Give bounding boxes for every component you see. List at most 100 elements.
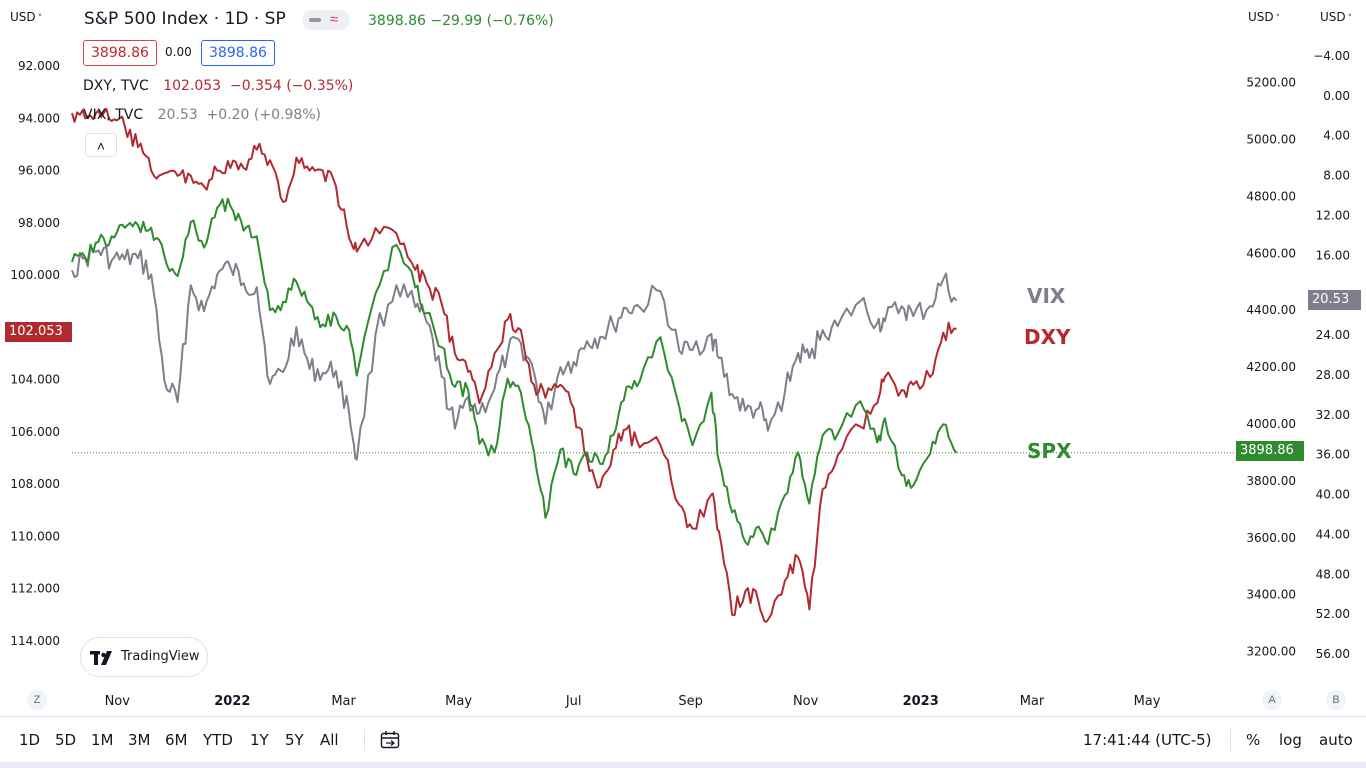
legend-dxy[interactable]: DXY, TVC 102.053 −0.354 (−0.35%) [83,78,353,94]
spx-tick-label: 4400.00 [1246,303,1296,317]
currency-selector-left[interactable]: USD ˅ [10,10,42,24]
scale-b-button[interactable]: B [1326,690,1346,710]
spx-tick-label: 3400.00 [1246,588,1296,602]
time-tick-label: Jul [565,694,582,709]
vix-tick-label: 52.00 [1316,607,1350,621]
series-line-dxy [71,107,957,623]
time-tick-label: Mar [331,694,356,709]
legend-dxy-name: DXY, TVC [83,78,149,94]
dxy-tick-label: 110.000 [10,529,60,543]
time-tick-label: Sep [678,694,703,709]
series-layer [71,107,1236,623]
market-status-pill[interactable]: ≈ [302,10,350,30]
percent-toggle[interactable]: % [1246,731,1261,749]
toolbar-divider [364,729,365,751]
date-range-icon[interactable] [380,730,402,750]
range-all[interactable]: All [320,731,339,749]
toolbar-divider [1230,729,1231,751]
spx-tick-label: 4600.00 [1246,246,1296,260]
last-price: 3898.86 [368,13,426,29]
vix-tick-label: 4.00 [1323,129,1350,143]
vix-tick-label: 12.00 [1316,208,1350,222]
series-end-label-vix: VIX [1027,284,1066,308]
time-tick-label: 2022 [214,694,250,709]
header-price-change: 3898.86 −29.99 (−0.76%) [368,13,554,29]
legend-vix-name: VIX, TVC [83,107,144,123]
dxy-tick-label: 104.000 [10,373,60,387]
range-1y[interactable]: 1Y [250,731,269,749]
vix-tick-label: 24.00 [1316,328,1350,342]
range-5y[interactable]: 5Y [285,731,304,749]
dxy-price-tag: 102.053 [5,322,72,342]
legend-dxy-values: 102.053 −0.354 (−0.35%) [163,78,354,94]
vix-tick-label: 36.00 [1316,448,1350,462]
dxy-axis: 92.00094.00096.00098.000100.000102.00010… [10,59,60,648]
spx-tick-label: 5200.00 [1246,76,1296,90]
vix-tick-label: 32.00 [1316,408,1350,422]
collapse-legend-button[interactable]: ˄ [85,133,117,157]
vix-tick-label: 0.00 [1323,89,1350,103]
dxy-tick-label: 92.000 [18,59,60,73]
log-toggle[interactable]: log [1279,731,1302,749]
scale-a-button[interactable]: A [1262,690,1282,710]
chevron-up-icon: ˄ [96,138,106,154]
time-axis: Nov 2022 Mar May Jul Sep Nov 2023 Mar May [105,694,1161,709]
spx-tick-label: 3600.00 [1246,531,1296,545]
spx-tick-label: 4200.00 [1246,360,1296,374]
dxy-tick-label: 98.000 [18,216,60,230]
range-6m[interactable]: 6M [165,731,188,749]
vix-tick-label: 48.00 [1316,567,1350,581]
bottom-toolbar: 1D 5D 1M 3M 6M YTD 1Y 5Y All 17:41:44 (U… [0,716,1366,763]
time-tick-label: May [1134,694,1161,709]
spread-value: 0.00 [165,45,192,59]
buy-price-box[interactable]: 3898.86 [201,40,275,66]
dxy-tick-label: 96.000 [18,164,60,178]
sell-price-box[interactable]: 3898.86 [83,40,157,66]
time-tick-label: May [445,694,472,709]
spx-tick-label: 3200.00 [1246,645,1296,659]
series-line-spx [71,197,958,546]
dash-icon [309,18,321,22]
spx-tick-label: 4000.00 [1246,417,1296,431]
tradingview-logo-icon [90,651,112,665]
watermark-text: TradingView [121,649,200,664]
legend-vix-values: 20.53 +0.20 (+0.98%) [157,107,322,123]
tradingview-watermark[interactable]: TradingView [80,637,208,677]
vix-price-tag: 20.53 [1308,290,1361,310]
currency-selector-vix[interactable]: USD ˅ [1320,10,1352,24]
vix-axis: −4.000.004.008.0012.0016.0020.0024.0028.… [1313,49,1350,661]
vix-tick-label: 28.00 [1316,368,1350,382]
vix-tick-label: 8.00 [1323,169,1350,183]
range-ytd[interactable]: YTD [203,731,233,749]
chevron-down-icon: ˅ [37,14,43,24]
range-1m[interactable]: 1M [91,731,114,749]
dxy-tick-label: 112.000 [10,582,60,596]
vix-tick-label: 56.00 [1316,647,1350,661]
spx-tick-label: 5000.00 [1246,133,1296,147]
wave-icon: ≈ [330,11,339,28]
range-3m[interactable]: 3M [128,731,151,749]
spx-price-tag: 3898.86 [1236,441,1304,461]
dxy-tick-label: 106.000 [10,425,60,439]
zoom-reset-button[interactable]: Z [27,690,47,710]
currency-label: USD [1248,10,1274,24]
auto-toggle[interactable]: auto [1319,731,1353,749]
series-line-vix [71,245,958,461]
range-5d[interactable]: 5D [55,731,77,749]
vix-tick-label: 40.00 [1316,488,1350,502]
time-tick-label: 2023 [903,694,939,709]
spx-tick-label: 3800.00 [1246,474,1296,488]
time-tick-label: Nov [793,694,819,709]
spx-axis: 3200.00 3400.00 3600.00 3800.00 4000.00 4200.… [1246,76,1296,659]
symbol-title[interactable]: S&P 500 Index · 1D · SP [84,9,286,29]
series-end-label-dxy: DXY [1024,325,1071,349]
range-1d[interactable]: 1D [19,731,41,749]
dxy-tick-label: 108.000 [10,477,60,491]
footer-strip [0,762,1366,768]
clock-timezone[interactable]: 17:41:44 (UTC-5) [1083,731,1212,749]
spx-tick-label: 4800.00 [1246,189,1296,203]
currency-selector-spx[interactable]: USD ˅ [1248,10,1280,24]
time-tick-label: Mar [1020,694,1045,709]
legend-vix[interactable]: VIX, TVC 20.53 +0.20 (+0.98%) [83,107,321,123]
series-end-label-spx: SPX [1027,439,1072,463]
